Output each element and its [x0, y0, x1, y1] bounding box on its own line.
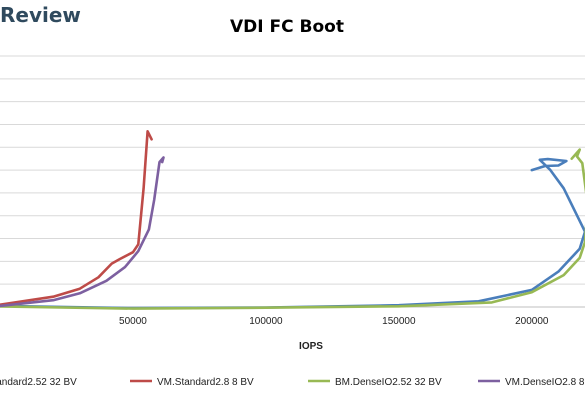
series-line-3	[0, 148, 585, 310]
chart-title: VDI FC Boot	[230, 17, 344, 37]
series-line-1	[0, 157, 585, 310]
series-line-2	[0, 130, 153, 306]
x-tick-label: 150000	[382, 316, 416, 327]
legend-label: VM.Standard2.52 32 BV	[0, 377, 77, 388]
x-tick-label: 200000	[515, 316, 549, 327]
x-tick-label: 100000	[249, 316, 283, 327]
x-axis-label: IOPS	[299, 341, 323, 352]
series-line-4	[0, 156, 165, 308]
x-tick-label: 50000	[119, 316, 147, 327]
legend-label: BM.DenseIO2.52 32 BV	[335, 377, 442, 388]
legend: VM.Standard2.52 32 BV VM.Standard2.8 8 BV…	[0, 377, 585, 388]
brand-logo-text: Review	[0, 3, 81, 27]
legend-label: VM.Standard2.8 8 BV	[157, 377, 254, 388]
legend-label: VM.DenseIO2.8 8 BV	[505, 377, 585, 388]
series-group	[0, 130, 585, 310]
x-axis-ticks: 50000 100000 150000 200000	[119, 316, 549, 327]
grid-lines	[0, 55, 585, 308]
